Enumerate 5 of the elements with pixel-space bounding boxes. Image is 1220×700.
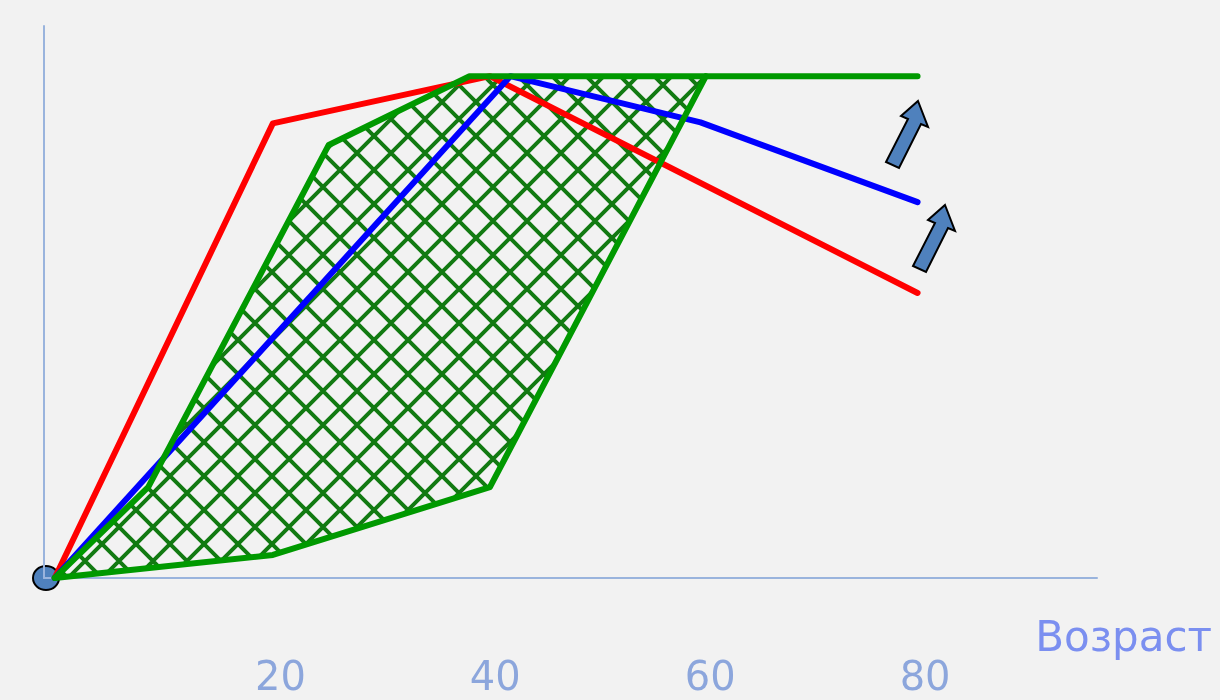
x-tick-label: 20 (254, 653, 306, 699)
x-tick-label: 80 (899, 653, 951, 699)
x-axis-title: Возраст (1035, 612, 1212, 661)
x-tick-label: 60 (684, 653, 736, 699)
x-tick-label: 40 (469, 653, 521, 699)
